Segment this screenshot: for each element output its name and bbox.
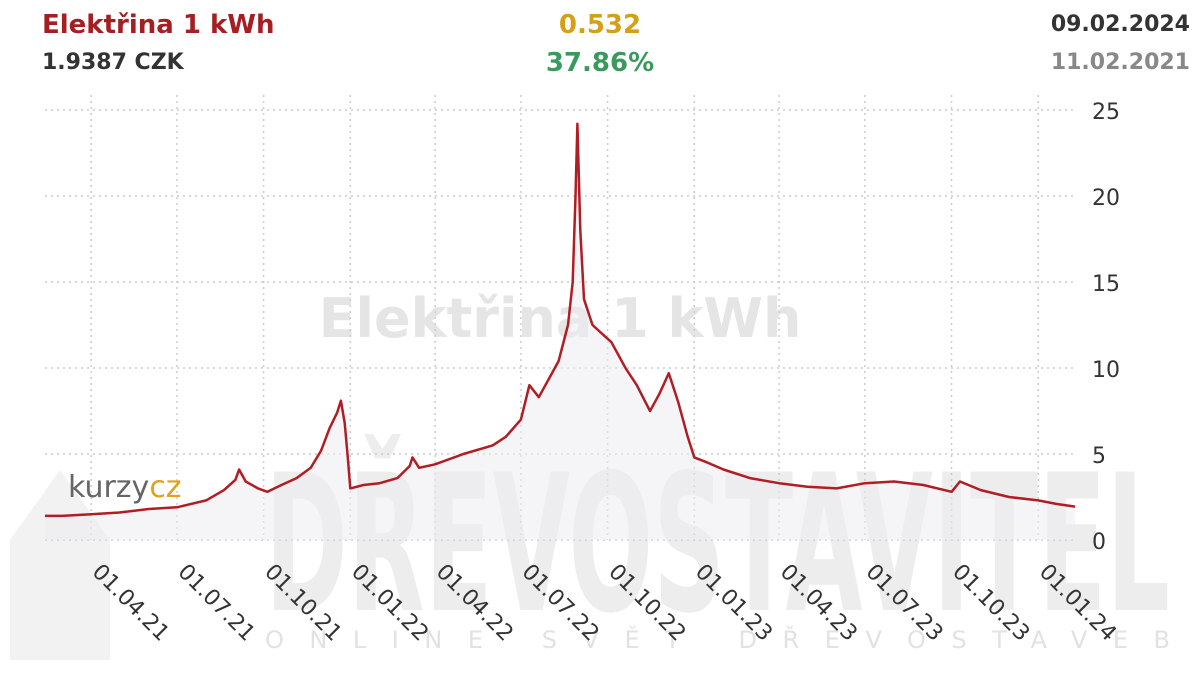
y-axis: 0 5 10 15 20 25 xyxy=(1092,100,1120,555)
date-end: 09.02.2024 xyxy=(1050,12,1190,37)
kurzy-logo-suffix: cz xyxy=(149,470,181,505)
change-value: 0.532 xyxy=(558,10,642,40)
grid xyxy=(45,95,1075,541)
y-tick-label: 10 xyxy=(1092,358,1120,383)
svg-text:kurzycz: kurzycz xyxy=(68,470,182,505)
chart-title: Elektřina 1 kWh xyxy=(42,10,275,40)
y-tick-label: 25 xyxy=(1092,100,1120,125)
chart-name-watermark: Elektřina 1 kWh xyxy=(319,287,802,350)
price-value: 1.9387 CZK xyxy=(42,50,184,75)
kurzy-logo: kurzycz xyxy=(68,470,182,505)
date-start: 11.02.2021 xyxy=(1050,50,1190,75)
line-layer xyxy=(45,122,1076,518)
series-line xyxy=(45,122,1076,518)
y-tick-label: 20 xyxy=(1092,186,1120,211)
y-tick-label: 15 xyxy=(1092,272,1120,297)
y-tick-label: 0 xyxy=(1092,530,1106,555)
change-percent: 37.86% xyxy=(545,48,655,78)
kurzy-logo-text: kurzy xyxy=(68,470,149,505)
x-tick-label: 01.07.21 xyxy=(173,560,260,647)
y-tick-label: 5 xyxy=(1092,444,1106,469)
area-layer xyxy=(45,123,1075,541)
series-area xyxy=(45,123,1075,541)
publisher-watermark: DŘEVOSTAVITEL ONLINE SVĚT DŘEVOSTAVEB xyxy=(10,432,1170,660)
